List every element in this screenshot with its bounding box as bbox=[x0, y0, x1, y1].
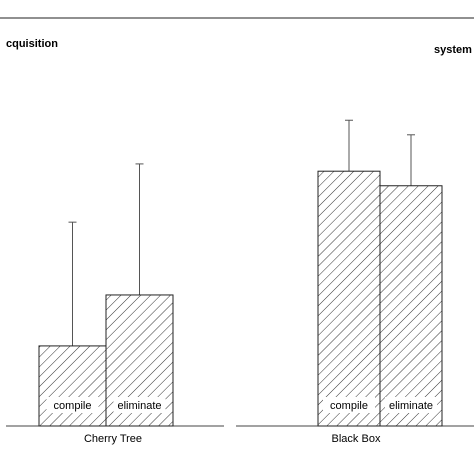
bar-1-compile bbox=[38, 345, 107, 427]
bar-label-bg bbox=[46, 397, 99, 413]
bar-label-2-compile: compile bbox=[330, 400, 368, 412]
bar-label-bg bbox=[323, 397, 375, 413]
panel-1-xlabel: Cherry Tree bbox=[84, 433, 142, 445]
panel-1-title: cquisition bbox=[6, 38, 58, 50]
bar-2-compile bbox=[317, 170, 381, 427]
panel-2-title: system bbox=[434, 44, 472, 56]
bar-label-bg bbox=[385, 397, 437, 413]
bar-label-1-eliminate: eliminate bbox=[117, 400, 161, 412]
panel-2-xlabel: Black Box bbox=[332, 433, 381, 445]
bar-label-bg bbox=[113, 397, 166, 413]
bar-marks: compile eliminate compile eliminate bbox=[38, 119, 443, 427]
bar-label-2-eliminate: eliminate bbox=[389, 400, 433, 412]
bar-2-eliminate bbox=[379, 185, 443, 427]
bar-label-1-compile: compile bbox=[54, 400, 92, 412]
